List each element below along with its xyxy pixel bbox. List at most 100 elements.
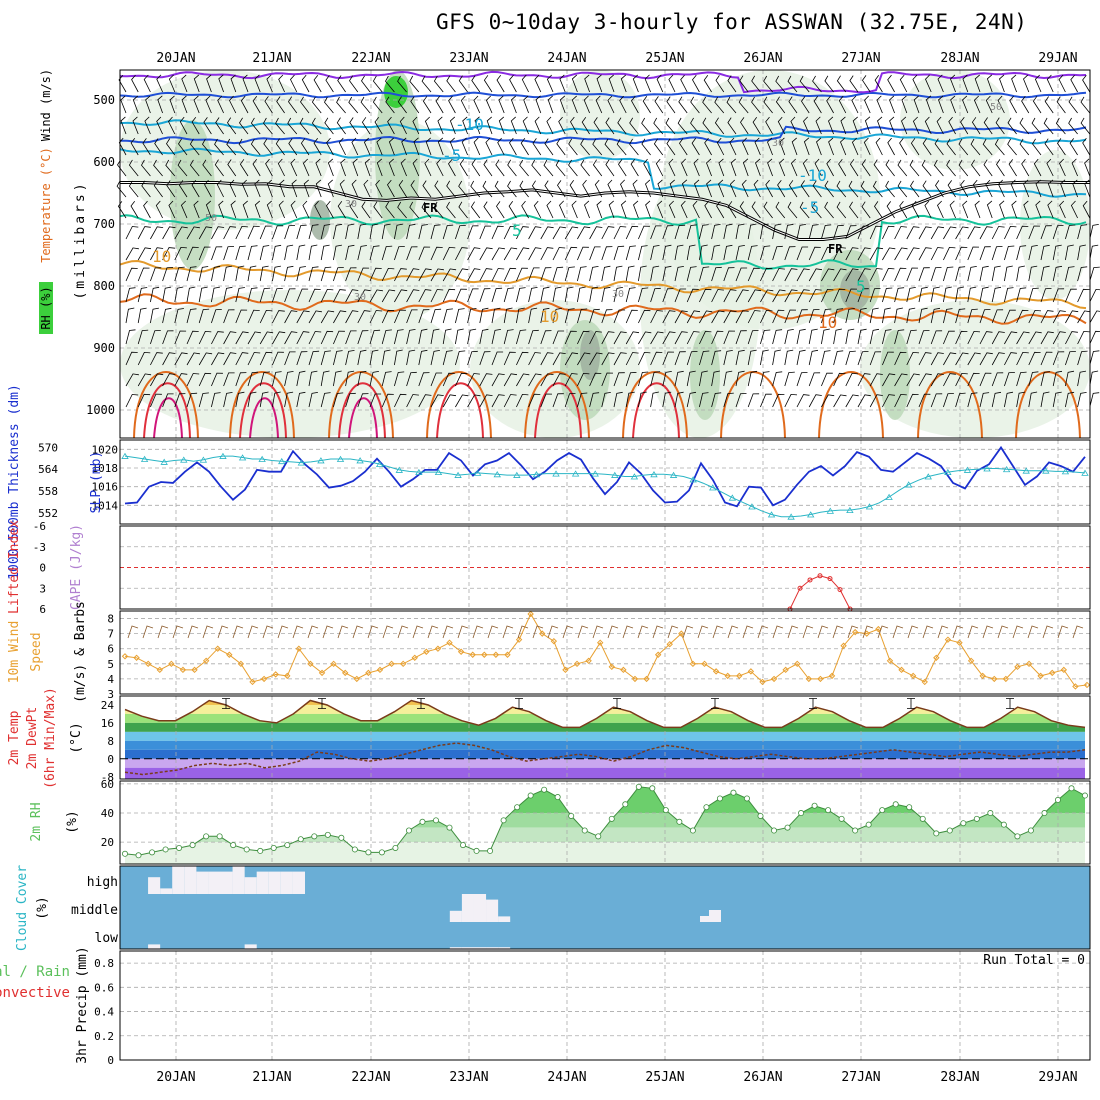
wind10m-barb <box>817 625 829 639</box>
wind-barb <box>821 268 835 282</box>
wind-barb <box>1065 310 1079 324</box>
wind-barb <box>198 392 209 408</box>
wind-barb <box>723 223 733 240</box>
upper-air-frame <box>119 69 1091 439</box>
wind-barb <box>345 330 357 345</box>
wind-barb <box>1040 288 1052 303</box>
wind-barb <box>657 200 664 219</box>
wind-barb <box>979 265 989 282</box>
wind-barb <box>498 95 505 114</box>
wind-barb <box>302 158 310 177</box>
bottom-day-label-21JAN: 21JAN <box>252 1070 291 1085</box>
cloud-tick-high: high <box>87 875 118 890</box>
wind-barb <box>535 95 542 114</box>
wind-barb <box>357 349 367 366</box>
wind-barb <box>491 329 501 345</box>
rh2m-marker <box>973 815 980 822</box>
wind-barb <box>394 268 407 282</box>
temperature-tick-24: 24 <box>101 699 115 712</box>
wind-barb <box>882 351 894 366</box>
wind-barb <box>735 267 748 282</box>
wind-barb <box>613 372 625 387</box>
wind-barb <box>723 289 737 303</box>
wind-barb <box>943 246 956 261</box>
wind-barb <box>351 137 359 156</box>
wind-barb <box>967 226 981 240</box>
wind-barb <box>241 179 249 198</box>
wind-barb <box>716 201 725 219</box>
slp-tick-1016: 1016 <box>92 481 119 494</box>
cloud-high-bar <box>292 871 306 894</box>
wind10m-marker <box>805 675 813 683</box>
wind-barb <box>406 246 418 261</box>
wind-barb <box>845 308 855 324</box>
wind-barb <box>558 116 566 135</box>
wind-barb <box>933 159 944 177</box>
wind-barb <box>943 373 956 387</box>
wind-barb <box>739 75 749 93</box>
wind-barb <box>455 394 469 408</box>
cloud-middle-bar <box>473 894 487 922</box>
wind-barb <box>580 159 590 177</box>
wind-barb <box>912 74 920 93</box>
wind-barb <box>943 286 952 303</box>
wind10m-marker <box>643 675 650 683</box>
wind-barb <box>430 350 440 366</box>
wind-barb <box>811 201 822 219</box>
wind-barb <box>181 74 188 93</box>
wind-barb <box>1028 351 1041 366</box>
wind-barb <box>711 350 722 366</box>
wind-barb <box>516 287 526 303</box>
pressure-tick-1000: 1000 <box>86 403 115 417</box>
wind-barb <box>889 95 895 114</box>
wind-barb <box>1046 74 1054 93</box>
thickness-marker <box>395 466 403 473</box>
wind10m-tick-8: 8 <box>107 613 114 626</box>
rh2m-marker <box>527 792 534 799</box>
wind-barb <box>397 96 407 114</box>
wind-barb <box>564 308 575 324</box>
li-marker <box>837 587 843 593</box>
wind-barb <box>577 372 590 387</box>
wind10m-marker <box>851 628 859 636</box>
thickness-marker <box>336 455 345 462</box>
wind-barb <box>503 225 517 240</box>
wind-barb <box>406 309 418 324</box>
wind-barb <box>284 351 296 366</box>
temperature-frame <box>119 695 1091 780</box>
wind-barb <box>967 308 978 324</box>
temperature-maxmin-bar-2 <box>417 698 425 709</box>
wind-barb <box>193 74 200 93</box>
wind-barb <box>1068 96 1078 114</box>
rh2m-marker <box>162 846 169 853</box>
wind-barb <box>714 117 725 135</box>
wind10m-barb <box>157 625 169 639</box>
wind10m-marker <box>817 675 824 683</box>
rh2m-marker <box>635 783 642 790</box>
wind10m-barb <box>982 625 994 639</box>
wind-barb <box>589 372 602 387</box>
wind10m-marker <box>863 630 870 637</box>
rh2m-marker <box>541 786 548 793</box>
rh-shading-17 <box>840 270 870 310</box>
wind-barb <box>686 331 700 345</box>
wind-barb <box>772 245 783 261</box>
wind-barb <box>715 75 725 93</box>
wind-barb <box>608 200 615 219</box>
wind-barb <box>455 328 464 345</box>
wind10m-marker <box>678 630 685 637</box>
rh2m-marker <box>189 842 196 849</box>
temperature-band-8 <box>125 767 1085 779</box>
wind10m-barb <box>1057 625 1069 639</box>
wind-barb <box>991 226 1005 240</box>
cloud-middle-bar <box>461 894 474 922</box>
wind-barb <box>473 95 481 114</box>
wind10m-barb <box>727 625 739 639</box>
wind-barb <box>381 349 391 366</box>
wind-barb <box>633 200 639 219</box>
wind10m-barb <box>682 625 694 639</box>
wind-barb <box>559 74 566 93</box>
wind-barb <box>678 96 688 114</box>
wind-barb <box>828 137 834 156</box>
rh2m-axis-label-2: (%) <box>65 810 80 833</box>
